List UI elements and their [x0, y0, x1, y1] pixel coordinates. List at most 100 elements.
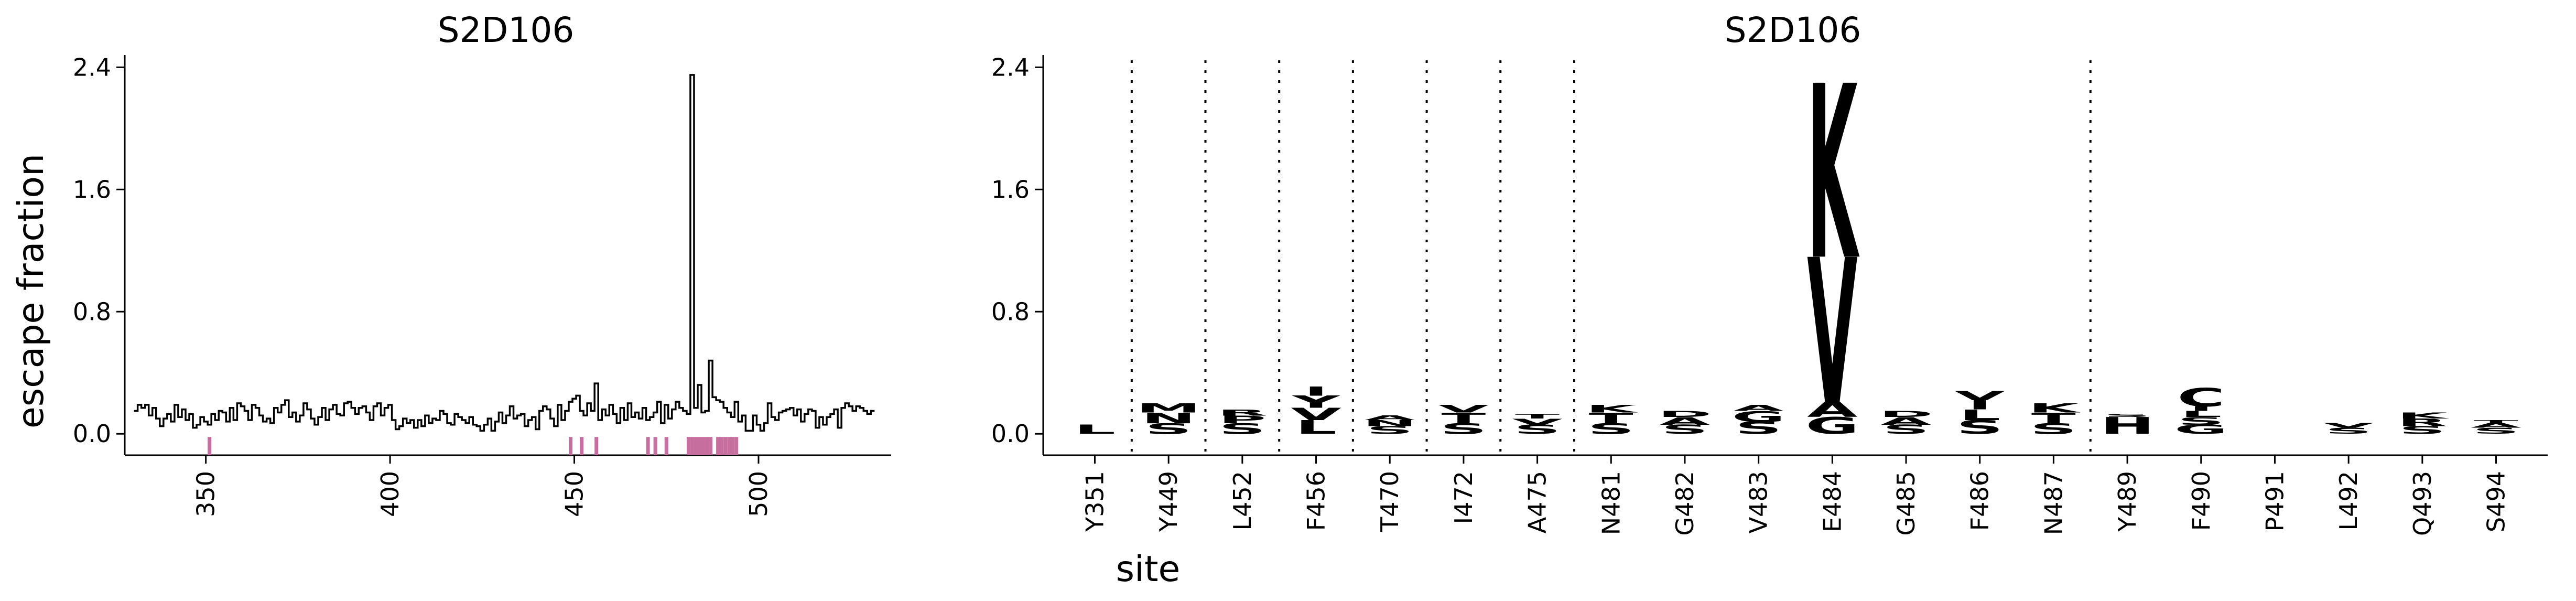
highlight-site-351 — [208, 437, 212, 455]
highlight-site-449 — [568, 437, 573, 455]
highlight-site-481 — [686, 437, 690, 455]
logo-letter-V483-A: A — [1733, 403, 1784, 413]
logo-letter-S494-S: S — [2473, 426, 2520, 436]
logo-y-tick-label: 0.8 — [991, 297, 1030, 326]
logo-letter-N481-T: T — [1589, 410, 1634, 426]
logo-letter-F486-V: V — [1954, 389, 2005, 403]
highlight-site-494 — [734, 437, 739, 455]
logo-letter-L492-S: S — [2325, 426, 2372, 436]
logo-letter-Q493-S: S — [2399, 424, 2446, 436]
logo-letter-A475-V: V — [1512, 417, 1563, 427]
logo-letter-S494-T: T — [2474, 419, 2518, 424]
site-label-S494: S494 — [2482, 471, 2510, 532]
logo-letter-F490-C: C — [2177, 383, 2225, 413]
logo-letter-G485-D: D — [1879, 409, 1933, 419]
logo-letter-N487-S: S — [2030, 421, 2077, 437]
logo-letter-A475-T: T — [1515, 413, 1560, 420]
logo-letter-T470-A: A — [1365, 414, 1415, 422]
logo-letter-F490-G: G — [2174, 422, 2228, 437]
highlighted-sites — [208, 437, 739, 455]
escape-fraction-line — [134, 74, 875, 432]
logo-y-tick-label: 2.4 — [991, 53, 1030, 81]
y-axis-label: escape fraction — [10, 154, 52, 428]
highlight-site-490 — [720, 437, 724, 455]
logo-letter-V483-S: S — [1735, 418, 1782, 438]
logo-letter-I472-S: S — [1440, 421, 1487, 437]
site-label-F486: F486 — [1966, 471, 1994, 531]
logo-letter-I472-T: T — [1441, 410, 1486, 426]
highlight-site-493 — [731, 437, 735, 455]
logo-letter-F490-S: S — [2178, 415, 2225, 427]
logo-letter-G482-A: A — [1660, 415, 1710, 427]
y-tick-label: 2.4 — [73, 53, 111, 81]
logo-letter-Q493-R: R — [2397, 416, 2448, 428]
logo-letter-Q493-K: K — [2397, 411, 2450, 421]
logo-letter-F486-L: L — [1959, 406, 2000, 423]
logo-letter-E484-A: A — [1807, 398, 1858, 422]
logo-letter-Y449-M: M — [1136, 401, 1201, 416]
highlight-site-472 — [653, 437, 657, 455]
site-label-F456: F456 — [1302, 471, 1330, 531]
logo-letter-E484-G: G — [1805, 413, 1859, 439]
site-label-Y449: Y449 — [1154, 471, 1183, 532]
logo-letter-F456-I: I — [1304, 384, 1328, 399]
logo-letter-F490-L: L — [2180, 409, 2222, 419]
highlight-site-492 — [727, 437, 731, 455]
x-tick-label: 450 — [560, 471, 589, 517]
highlight-site-485 — [701, 437, 706, 455]
line-plot-panel: S2D106 escape fraction 0.0 0.8 1.6 2.4 350 40… — [10, 10, 891, 517]
logo-letter-F486-I: I — [1968, 398, 1992, 413]
logo-letter-L452-R: R — [1217, 408, 1268, 418]
logo-letter-N487-K: K — [2028, 401, 2081, 416]
logo-letter-I472-V: V — [1438, 403, 1489, 415]
logo-y-tick-label: 1.6 — [991, 175, 1030, 203]
x-axis-label: site — [1116, 549, 1181, 590]
y-tick-label: 0.0 — [73, 420, 111, 448]
logo-letter-Y351-L: L — [1074, 422, 1116, 437]
highlight-site-486 — [705, 437, 709, 455]
site-label-N481: N481 — [1597, 471, 1625, 535]
logo-letter-Y449-N: N — [1141, 410, 1196, 426]
site-label-V483: V483 — [1745, 471, 1773, 533]
logo-letter-G485-S: S — [1882, 422, 1930, 437]
site-label-P491: P491 — [2260, 471, 2289, 532]
site-label-E484: E484 — [1818, 471, 1846, 532]
highlight-site-456 — [594, 437, 599, 455]
logo-letter-V483-G: G — [1732, 408, 1785, 425]
highlight-site-482 — [690, 437, 694, 455]
y-tick-label: 0.8 — [73, 297, 111, 326]
logo-letter-L452-P: P — [1218, 414, 1266, 426]
highlight-site-487 — [709, 437, 713, 455]
logo-plot-panel: S2D106 site 0.0 0.8 1.6 2.4 Y351 Y449 L452 F456… — [991, 10, 2548, 590]
site-separators — [1130, 60, 2092, 455]
site-label-Y489: Y489 — [2113, 471, 2141, 532]
logo-letter-G485-A: A — [1881, 415, 1931, 427]
highlight-site-452 — [580, 437, 584, 455]
logo-letter-F490-I: I — [2189, 405, 2213, 412]
x-tick-label: 400 — [376, 471, 404, 517]
site-label-G485: G485 — [1892, 471, 1920, 535]
site-label-L492: L492 — [2334, 471, 2363, 530]
logo-letter-T470-S: S — [1366, 424, 1413, 436]
logo-letter-L492-V: V — [2323, 422, 2374, 429]
highlight-site-489 — [716, 437, 720, 455]
highlight-site-484 — [697, 437, 702, 455]
site-label-T470: T470 — [1376, 471, 1404, 532]
logo-letter-S494-A: A — [2471, 422, 2521, 429]
line-plot-title: S2D106 — [438, 10, 575, 50]
x-tick-label: 350 — [192, 471, 220, 517]
site-label-F490: F490 — [2187, 471, 2215, 531]
logo-letter-A475-S: S — [1514, 422, 1561, 437]
logo-letter-T470-N: N — [1362, 418, 1417, 428]
logo-y-tick-label: 0.0 — [991, 420, 1030, 448]
x-tick-label: 500 — [744, 471, 773, 517]
highlight-site-470 — [646, 437, 650, 455]
site-label-A475: A475 — [1523, 471, 1552, 533]
logo-letter-stacks: L SNMSPRLVYISNASTVSVTSTKSADSGAGAVKSADSLIV… — [1074, 36, 2522, 449]
logo-letter-N487-T: T — [2031, 410, 2076, 426]
logo-plot-axes: 0.0 0.8 1.6 2.4 Y351 Y449 L452 F456 T470 I472 A475… — [991, 53, 2548, 536]
logo-letter-E484-K: K — [1807, 36, 1860, 313]
site-label-I472: I472 — [1449, 471, 1478, 524]
site-label-Y351: Y351 — [1080, 471, 1109, 532]
